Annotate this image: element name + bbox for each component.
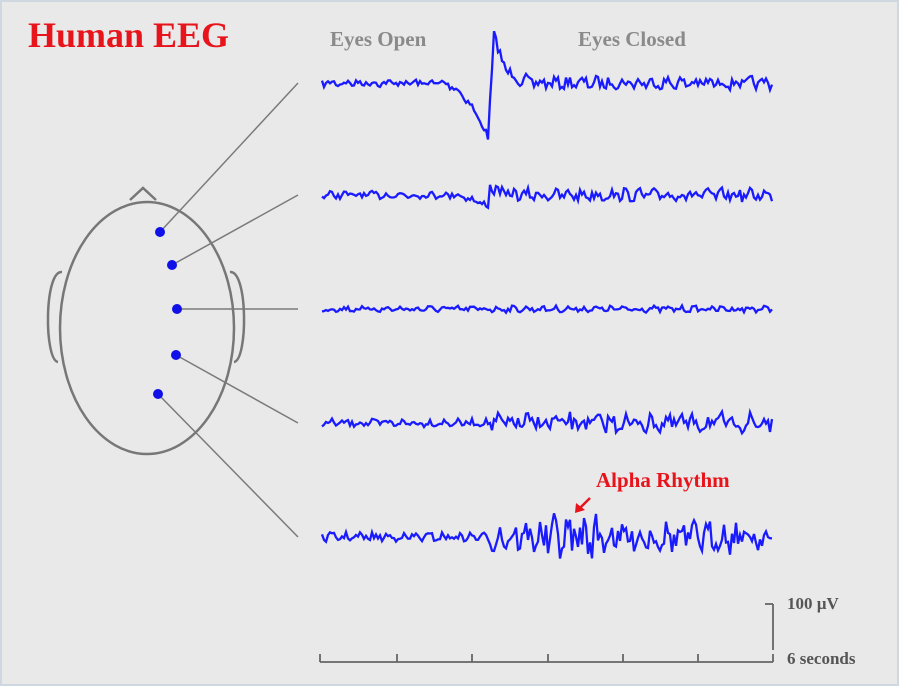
page: Human EEG Eyes Open Eyes Closed Alpha Rh… xyxy=(0,0,899,686)
eyes-closed-label: Eyes Closed xyxy=(578,27,686,51)
electrode xyxy=(153,389,163,399)
eyes-open-label: Eyes Open xyxy=(330,27,427,51)
amplitude-label: 100 µV xyxy=(787,594,840,613)
skull xyxy=(60,202,234,454)
title: Human EEG xyxy=(28,15,229,55)
electrode xyxy=(172,304,182,314)
eeg-diagram: Human EEG Eyes Open Eyes Closed Alpha Rh… xyxy=(0,0,899,686)
alpha-label: Alpha Rhythm xyxy=(596,468,730,492)
electrode xyxy=(171,350,181,360)
electrode xyxy=(155,227,165,237)
electrode xyxy=(167,260,177,270)
time-label: 6 seconds xyxy=(787,649,856,668)
